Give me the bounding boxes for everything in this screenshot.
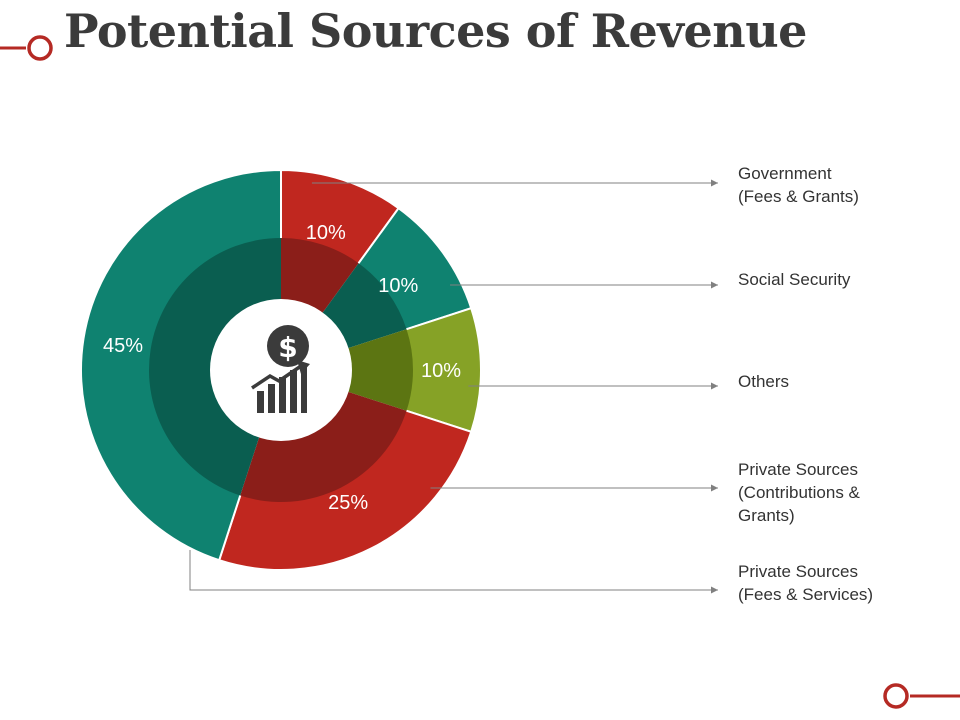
coin-shape	[267, 325, 309, 367]
leader-arrowhead	[711, 586, 718, 594]
legend-line: Social Security	[738, 270, 851, 289]
legend-line: Private Sources	[738, 562, 858, 581]
leader-arrowhead	[711, 281, 718, 289]
legend-label-social-security: Social Security	[738, 268, 948, 291]
legend-label-others: Others	[738, 370, 948, 393]
icon-bar	[279, 377, 286, 413]
legend-line: Others	[738, 372, 790, 391]
legend-label-private-fees: Private Sources (Fees & Services)	[738, 560, 948, 606]
decorative-line-left	[0, 35, 53, 61]
legend-label-private-contributions: Private Sources (Contributions & Grants)	[738, 458, 948, 527]
data-label-others: 10%	[421, 360, 461, 382]
dollar-growth-chart-icon: $	[251, 325, 310, 413]
icon-bar	[301, 367, 307, 413]
leader-line-private-fees	[189, 550, 718, 591]
leader-lines	[189, 179, 718, 594]
percent-labels: 10% 10% 10% 25% 45%	[103, 222, 461, 514]
legend-label-government: Government (Fees & Grants)	[738, 162, 948, 208]
trend-line	[251, 364, 302, 390]
leader-arrowhead	[711, 382, 718, 390]
legend-line: (Fees & Grants)	[738, 187, 859, 206]
legend-line: (Contributions &	[738, 483, 860, 502]
legend-line: Government	[738, 164, 832, 183]
dollar-sign: $	[278, 331, 297, 364]
decorative-ring-icon	[27, 35, 53, 61]
center-hole	[210, 299, 352, 441]
legend-line: Private Sources	[738, 460, 858, 479]
data-label-private-contributions: 25%	[328, 492, 368, 514]
decorative-ring-icon	[883, 683, 909, 709]
icon-bar	[290, 370, 297, 413]
trend-arrowhead	[297, 360, 310, 374]
icon-bar	[268, 384, 275, 413]
data-label-private-fees: 45%	[103, 335, 143, 357]
legend-line: (Fees & Services)	[738, 585, 874, 604]
leader-arrowhead	[711, 179, 718, 187]
decorative-line-right	[883, 683, 960, 709]
legend-line: Grants)	[738, 506, 795, 525]
leader-arrowhead	[711, 484, 718, 492]
icon-bar	[257, 391, 264, 413]
data-label-government: 10%	[306, 222, 346, 244]
data-label-social-security: 10%	[378, 275, 418, 297]
page-title: Potential Sources of Revenue	[64, 4, 807, 58]
